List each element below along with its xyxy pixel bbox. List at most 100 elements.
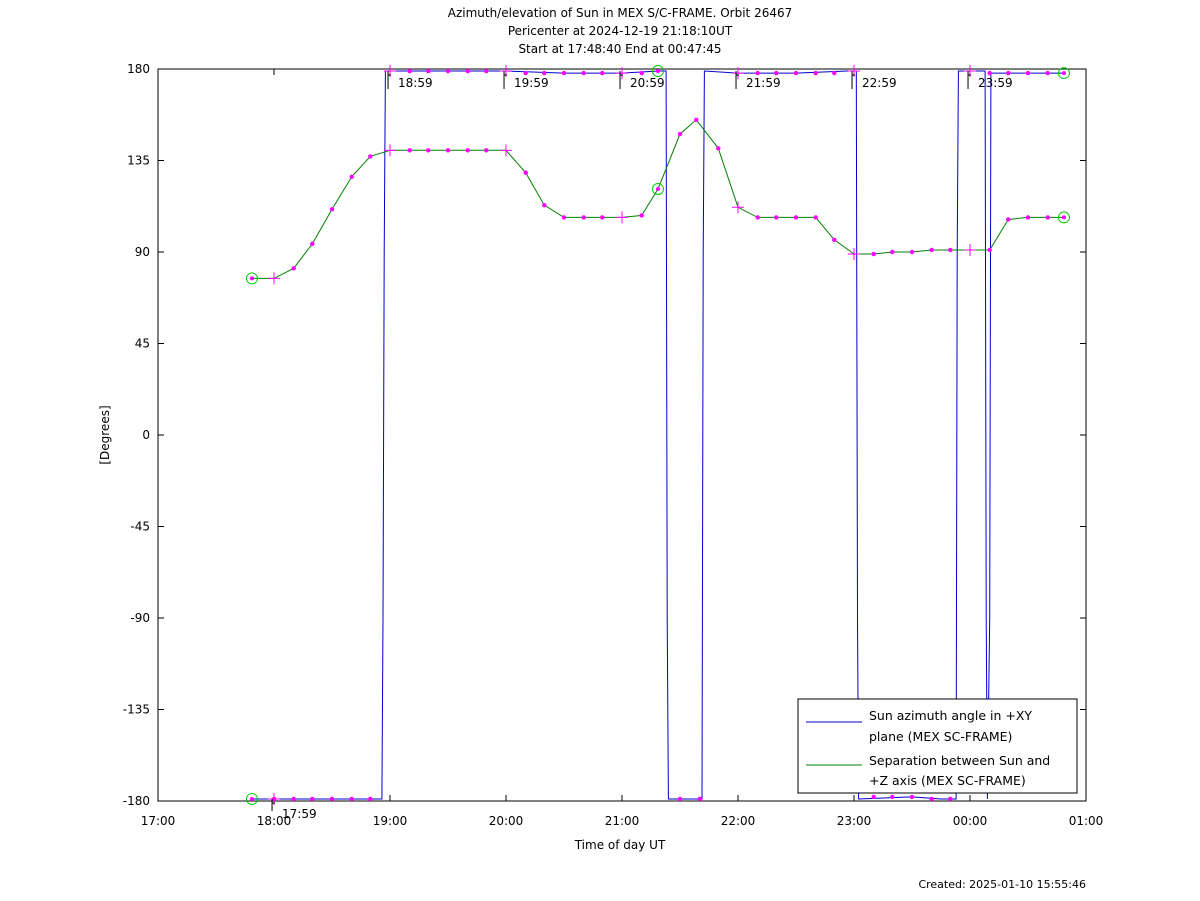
azimuth-data-point	[929, 796, 934, 802]
azimuth-series-line	[252, 70, 1064, 800]
x-tick-label: 21:00	[605, 814, 640, 828]
azimuth-data-point	[909, 794, 915, 800]
start-end-point	[1061, 215, 1066, 220]
separation-data-point	[774, 215, 779, 220]
separation-data-point	[639, 213, 644, 218]
azimuth-data-point	[445, 68, 451, 74]
separation-data-point	[542, 203, 547, 208]
azimuth-data-point	[697, 796, 702, 802]
y-tick-label: 180	[127, 62, 150, 76]
created-timestamp: Created: 2025-01-10 15:55:46	[918, 878, 1086, 891]
y-tick-label: 0	[142, 428, 150, 442]
x-tick-label: 20:00	[489, 814, 524, 828]
time-marker-tick	[619, 71, 624, 89]
legend-box	[797, 698, 1078, 794]
azimuth-data-point	[426, 68, 431, 74]
azimuth-data-point	[465, 68, 470, 74]
separation-data-point	[948, 247, 953, 253]
time-marker-tick	[503, 71, 508, 89]
y-axis-label: [Degrees]	[98, 405, 112, 464]
azimuth-data-point	[813, 70, 818, 76]
azimuth-data-point	[890, 794, 895, 800]
separation-data-point	[793, 215, 799, 220]
time-marker-tick	[735, 71, 740, 89]
azimuth-data-point	[600, 70, 605, 76]
azimuth-data-point	[368, 796, 373, 802]
time-markers: 17:59 18:59 19:59 20:59 21:59 22:59 23:59	[271, 71, 1013, 821]
hour-cross-marker	[616, 211, 628, 224]
azimuth-data-point	[581, 70, 586, 76]
y-tick-label: 90	[135, 245, 150, 259]
separation-data-point	[1045, 215, 1050, 220]
azimuth-data-point	[1045, 70, 1050, 76]
separation-data-point	[929, 247, 934, 253]
title-line-1: Azimuth/elevation of Sun in MEX S/C-FRAM…	[448, 6, 793, 20]
x-tick-label: 22:00	[721, 814, 756, 828]
time-marker-tick	[967, 71, 972, 89]
y-tick-label: -135	[123, 703, 150, 717]
separation-data-point	[445, 148, 451, 153]
start-end-circle	[1057, 67, 1070, 80]
start-end-point	[655, 69, 660, 74]
separation-data-point	[909, 249, 915, 255]
y-tick-label: -180	[123, 794, 150, 808]
title-line-2: Pericenter at 2024-12-19 21:18:10UT	[508, 24, 733, 38]
time-marker-label: 22:59	[862, 76, 897, 90]
time-marker-label: 17:59	[282, 807, 317, 821]
azimuth-data-point	[1006, 70, 1011, 76]
hour-cross-marker	[616, 67, 628, 80]
plot-frame	[157, 68, 1087, 802]
separation-data-point	[1006, 217, 1011, 222]
legend-label-azimuth-line-1: Sun azimuth angle in +XY	[869, 708, 1032, 723]
start-end-circle	[245, 792, 258, 805]
time-marker-label: 18:59	[398, 76, 433, 90]
azimuth-data-point	[561, 70, 567, 76]
legend: Sun azimuth angle in +XY plane (MEX SC-F…	[797, 698, 1078, 794]
hour-cross-marker	[732, 67, 744, 80]
x-tick-label: 17:00	[141, 814, 176, 828]
separation-data-point	[716, 146, 721, 151]
y-tick-label: 135	[127, 154, 150, 168]
azimuth-data-point	[948, 796, 953, 802]
series-lines	[252, 70, 1064, 800]
azimuth-data-point	[871, 794, 876, 800]
separation-data-point	[755, 215, 760, 220]
azimuth-data-point	[291, 796, 296, 802]
separation-data-point	[561, 215, 567, 220]
azimuth-data-point	[793, 70, 799, 76]
azimuth-data-point	[639, 70, 644, 76]
start-end-circle	[245, 272, 258, 285]
start-end-point	[249, 276, 254, 281]
start-end-circle	[1057, 211, 1070, 224]
start-end-point	[1061, 71, 1066, 76]
azimuth-data-point	[523, 70, 528, 76]
separation-data-point	[484, 148, 489, 153]
azimuth-data-point	[349, 796, 354, 802]
legend-label-separation-line-2: +Z axis (MEX SC-FRAME)	[869, 773, 1026, 788]
hour-cross-marker	[500, 144, 512, 157]
separation-data-point	[987, 247, 992, 253]
y-tick-label: -90	[130, 611, 150, 625]
azimuth-data-point	[484, 68, 489, 74]
x-tick-label: 01:00	[1069, 814, 1104, 828]
separation-data-point	[600, 215, 605, 220]
y-tick-label: -45	[130, 520, 150, 534]
separation-data-point	[813, 215, 818, 220]
azimuth-data-point	[987, 70, 992, 76]
separation-series-line	[252, 119, 1064, 279]
legend-label-azimuth-line-2: plane (MEX SC-FRAME)	[869, 729, 1012, 744]
azimuth-data-point	[1025, 70, 1031, 76]
azimuth-data-point	[407, 68, 412, 74]
x-tick-label: 19:00	[373, 814, 408, 828]
separation-data-point	[407, 148, 412, 153]
y-tick-label: 45	[135, 337, 150, 351]
time-marker-label: 19:59	[514, 76, 549, 90]
separation-data-point	[465, 148, 470, 153]
separation-data-point	[871, 251, 876, 257]
azimuth-data-point	[677, 796, 683, 802]
separation-data-point	[523, 170, 528, 175]
hour-cross-marker	[732, 201, 744, 214]
time-marker-label: 23:59	[978, 76, 1013, 90]
separation-data-point	[349, 174, 354, 179]
